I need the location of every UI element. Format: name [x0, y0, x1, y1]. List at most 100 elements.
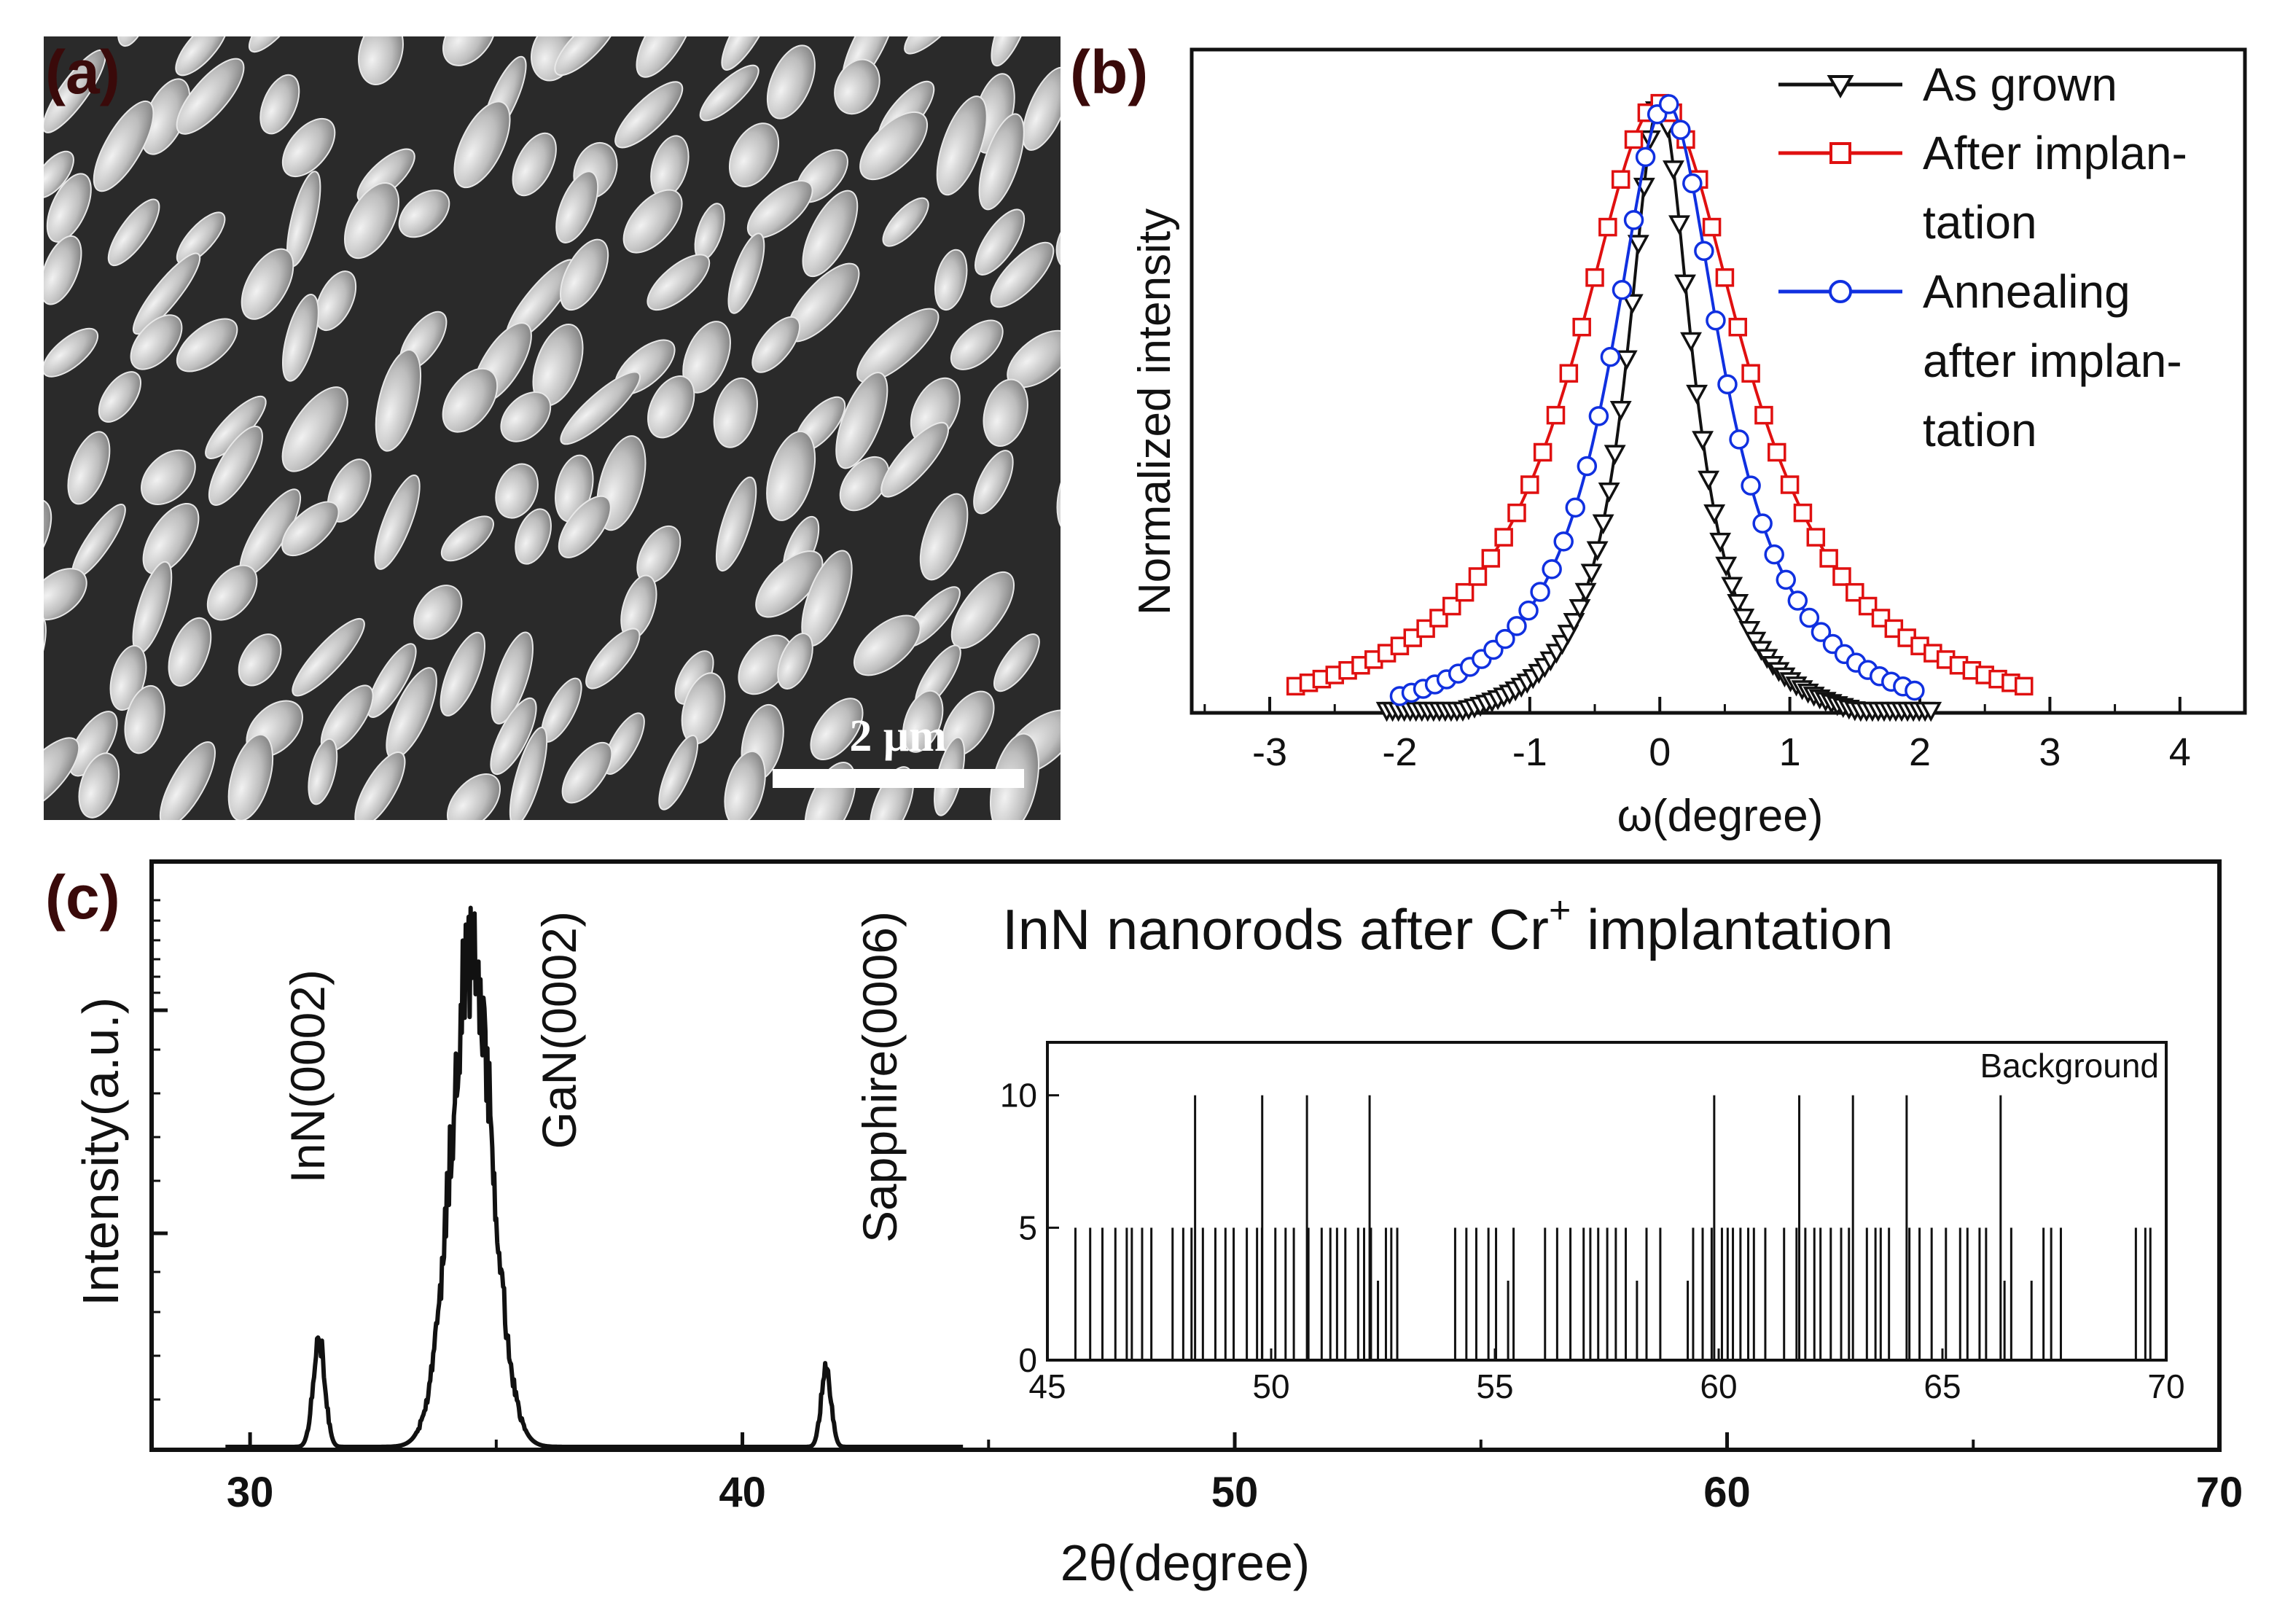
b-point-circle	[1729, 429, 1749, 450]
plot-b-x-label: ω(degree)	[1617, 791, 1824, 841]
b-point-square	[2014, 676, 2034, 696]
b-point-square	[1702, 217, 1722, 237]
b-point-circle	[1623, 210, 1644, 230]
nanorod	[44, 499, 52, 584]
panel-a: 2 μm (a)	[44, 36, 1061, 820]
nanorod	[142, 502, 200, 575]
b-point-square	[1520, 475, 1539, 494]
b-x-tick-label: 1	[1779, 730, 1801, 774]
nanorod	[176, 58, 245, 135]
b-point-square	[1793, 503, 1813, 523]
b-point-square	[1455, 582, 1475, 602]
nanorod	[614, 81, 684, 149]
b-point-triangle	[1580, 563, 1603, 584]
peak-label-2: Sapphire(0006)	[853, 911, 907, 1243]
b-point-circle	[1811, 622, 1832, 642]
b-point-square	[1559, 364, 1579, 383]
c-x-tick-label: 60	[1703, 1469, 1751, 1516]
nanorod	[398, 190, 450, 238]
nanorod	[69, 711, 118, 777]
nanorod	[904, 36, 968, 55]
b-point-triangle	[1609, 401, 1632, 421]
b-point-circle	[1530, 582, 1550, 602]
inset-x-tick-label: 65	[1923, 1367, 1961, 1405]
b-point-circle	[1776, 569, 1797, 590]
panel-c-label: (c)	[45, 863, 120, 932]
b-point-triangle	[1692, 431, 1714, 451]
nanorod	[839, 456, 890, 512]
nanorod	[44, 49, 106, 133]
nanorod	[636, 36, 695, 78]
plot-c-peak-labels: InN(0002) GaN(0002) Sapphire(0006)	[281, 911, 907, 1243]
nanorod	[859, 111, 929, 181]
plot-c-title: InN nanorods after Cr+ implantation	[1002, 889, 1894, 961]
b-point-triangle	[1663, 160, 1684, 181]
nanorod	[281, 386, 348, 472]
plot-b-y-label: Normalized intensity	[1130, 208, 1180, 615]
nanorod	[978, 113, 1025, 211]
legend-label-1-0: After implan-	[1923, 127, 2187, 179]
nanorod	[44, 737, 80, 813]
nanorod	[281, 117, 336, 178]
nanorod	[130, 314, 183, 370]
nanorod	[282, 293, 319, 382]
nanorod	[658, 734, 699, 811]
b-point-circle	[1635, 147, 1656, 168]
b-point-circle	[1671, 120, 1691, 140]
nanorod	[93, 100, 155, 192]
nanorod	[882, 197, 929, 247]
b-point-square	[1611, 170, 1630, 189]
plot-c-title-main: InN nanorods after Cr	[1002, 897, 1549, 961]
panel-c: (c) 30 40 50 60 70 InN(0002) GaN(0002) Sapphir…	[45, 859, 2243, 1591]
b-point-triangle	[1592, 514, 1614, 535]
nanorod	[343, 181, 400, 259]
nanorod	[751, 316, 801, 373]
panel-b-label: (b)	[1070, 38, 1148, 106]
b-point-triangle	[1627, 235, 1649, 255]
b-point-circle	[1600, 346, 1621, 367]
b-point-triangle	[1668, 215, 1690, 235]
nanorod	[902, 690, 944, 753]
legend-label-2-2: tation	[1923, 404, 2037, 456]
nanorod	[67, 431, 111, 505]
nanorod	[724, 750, 766, 820]
nanorod	[500, 391, 552, 442]
b-point-triangle	[1721, 577, 1743, 597]
nanorod	[354, 751, 406, 820]
nanorod	[766, 430, 816, 521]
nanorod	[603, 712, 645, 775]
nanorod	[622, 189, 683, 254]
inset-x-tick-label: 60	[1700, 1367, 1737, 1405]
nanorod	[585, 628, 641, 690]
nanorod	[358, 36, 404, 86]
peak-label-0: InN(0002)	[281, 969, 335, 1184]
nanorod	[919, 493, 969, 581]
nanorod	[555, 171, 599, 243]
nanorod	[647, 375, 695, 439]
b-point-circle	[1588, 406, 1609, 426]
b-point-triangle	[1621, 294, 1644, 314]
scale-bar-label: 2 μm	[849, 711, 946, 761]
inset-x-tick-label: 45	[1028, 1367, 1066, 1405]
b-point-circle	[1905, 680, 1925, 701]
nanorod	[315, 270, 357, 332]
nanorod	[442, 367, 499, 433]
nanorod	[206, 564, 258, 621]
c-x-tick-label: 30	[227, 1469, 274, 1516]
nanorod	[973, 450, 1014, 515]
b-point-square	[1846, 582, 1864, 602]
nanorod	[802, 190, 859, 278]
nanorod	[699, 64, 759, 122]
inset-spikes	[1047, 1095, 2166, 1362]
b-point-circle	[1706, 310, 1726, 331]
b-point-square	[1572, 317, 1591, 337]
nanorod	[991, 36, 1032, 67]
nanorod	[728, 122, 780, 187]
c-x-tick-label: 50	[1211, 1469, 1259, 1516]
nanorod	[990, 241, 1055, 308]
peak-label-1: GaN(0002)	[532, 911, 586, 1149]
nanorod	[509, 726, 548, 820]
nanorod	[175, 36, 229, 77]
b-point-triangle	[1574, 582, 1597, 604]
